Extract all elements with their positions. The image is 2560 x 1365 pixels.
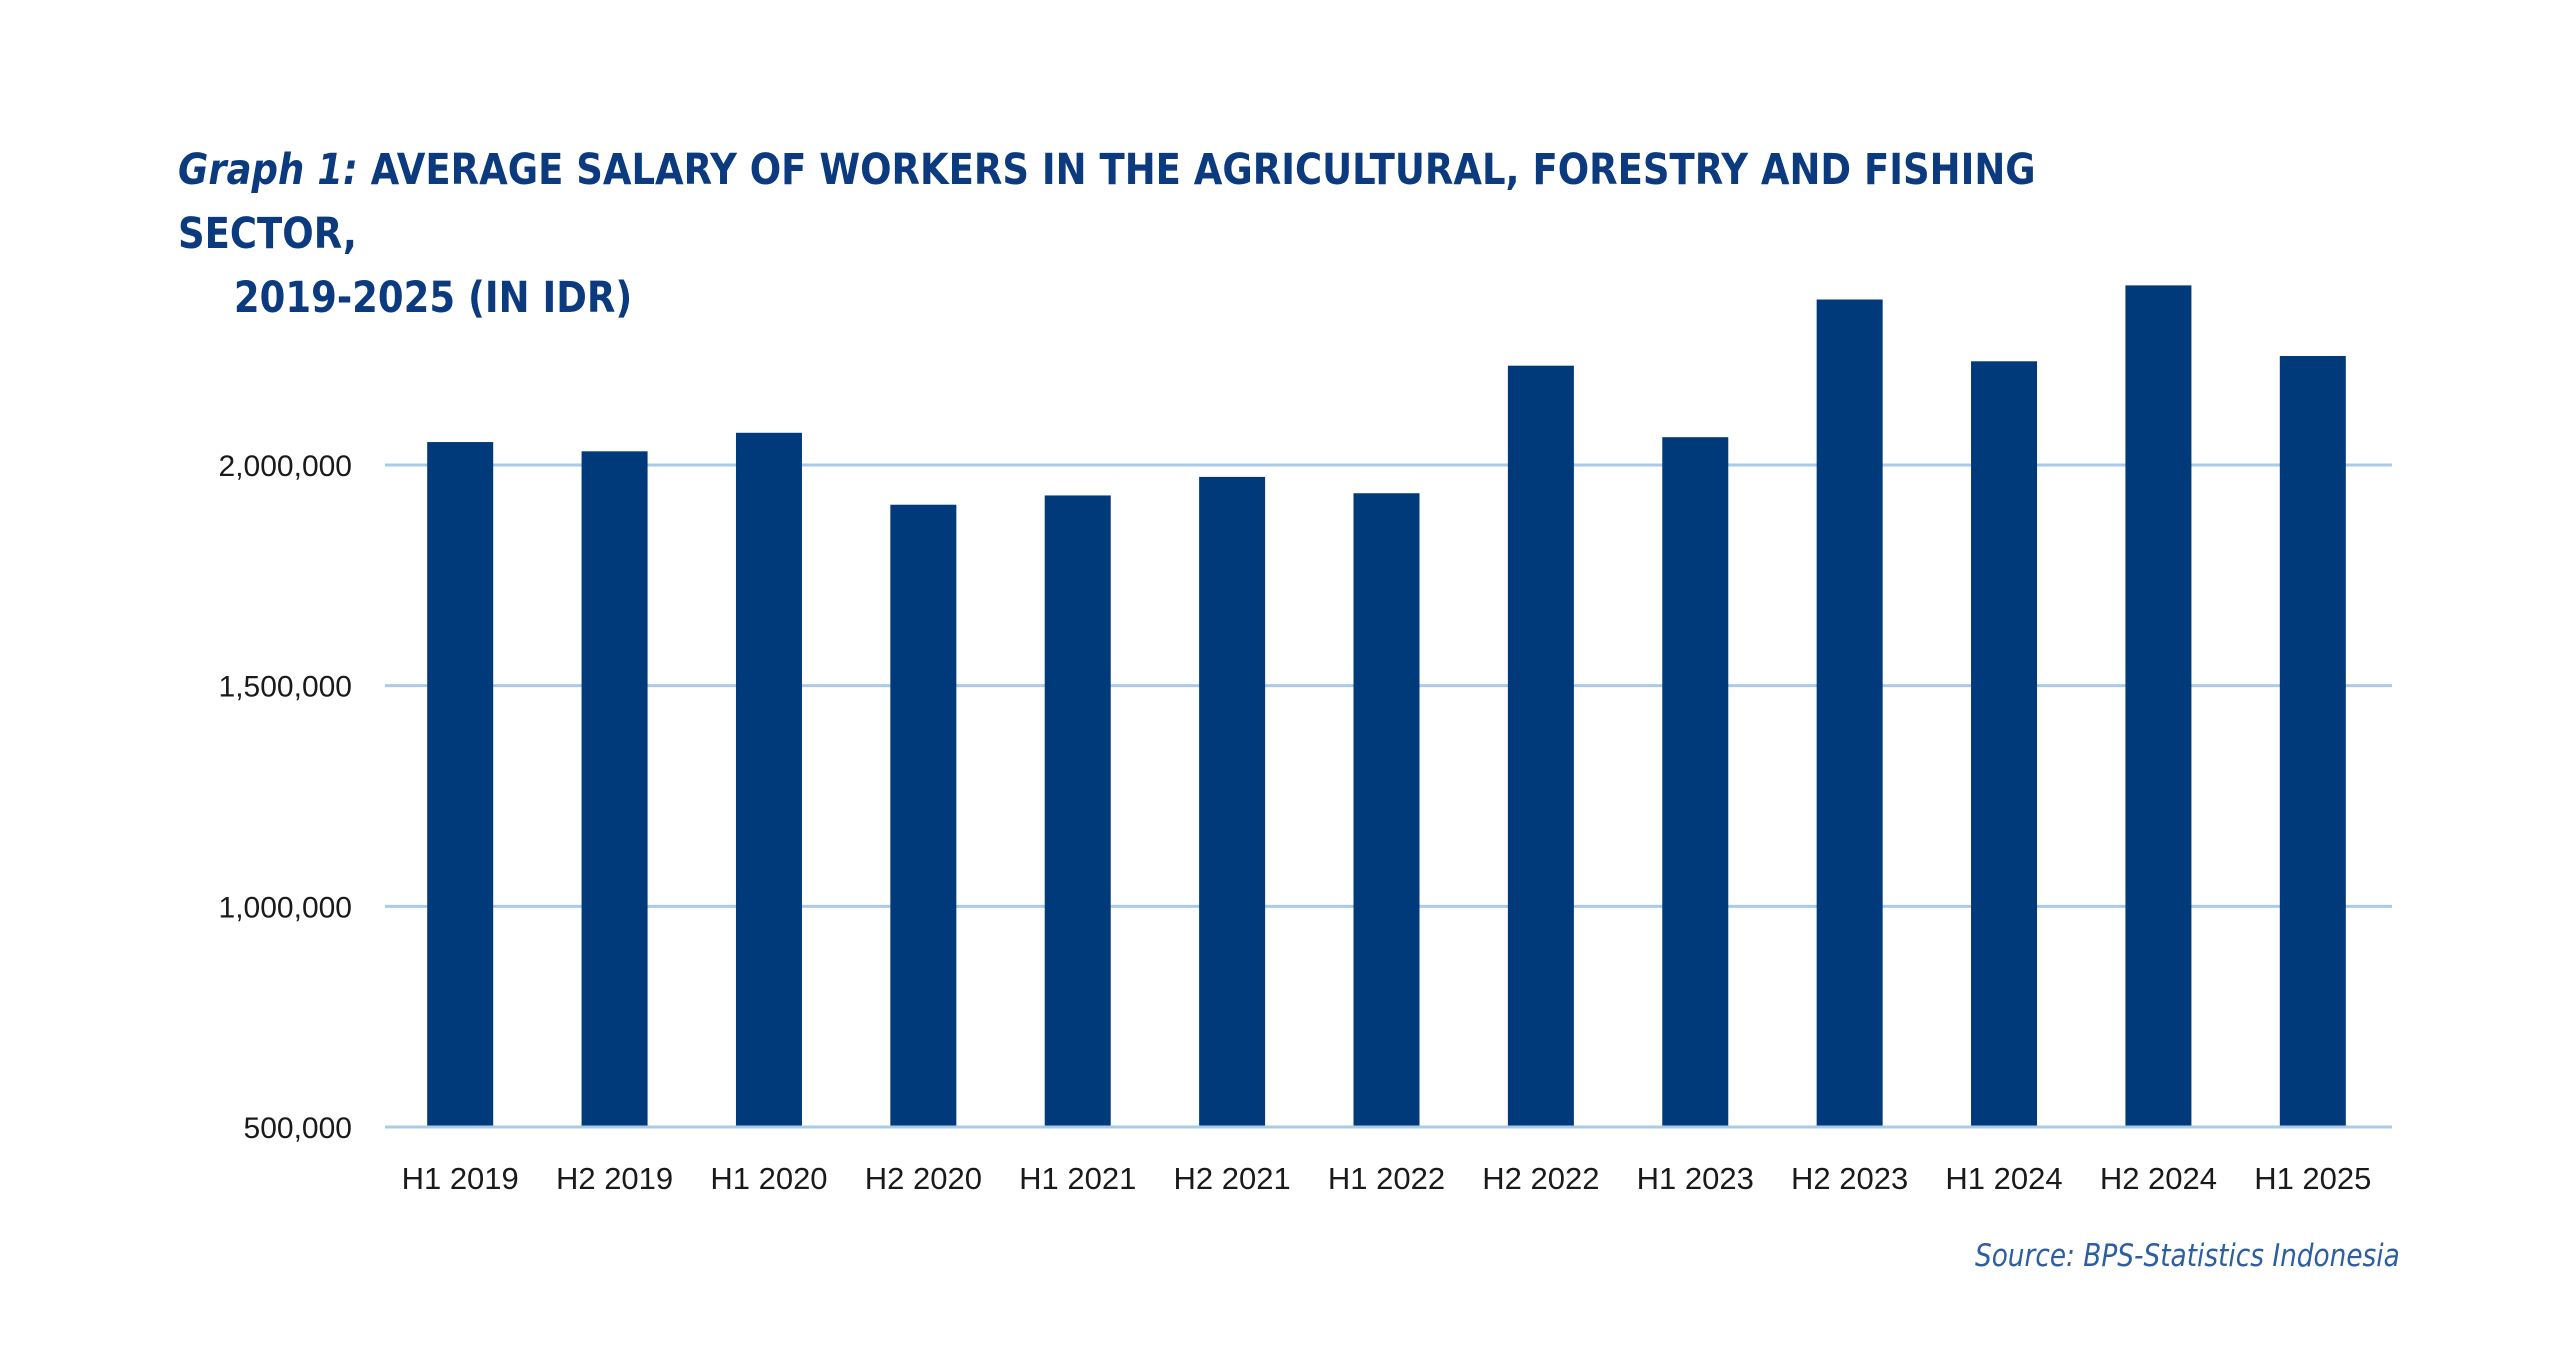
x-tick-label: H1 2021: [1019, 1161, 1136, 1196]
bar-h1-2021: [1044, 495, 1111, 1127]
bars: [427, 285, 2346, 1128]
x-tick-label: H2 2022: [1482, 1161, 1599, 1196]
bar-h2-2021: [1199, 476, 1266, 1127]
bar-h1-2023: [1662, 437, 1729, 1127]
title-line-2: 2019-2025 (IN IDR): [233, 273, 633, 323]
title-line-1: AVERAGE SALARY OF WORKERS IN THE AGRICUL…: [178, 145, 2036, 259]
x-tick-label: H2 2023: [1791, 1161, 1908, 1196]
bar-h1-2022: [1353, 493, 1420, 1127]
source-note: Source: BPS-Statistics Indonesia: [1975, 1238, 2400, 1274]
x-tick-label: H1 2020: [710, 1161, 827, 1196]
y-tick-label: 1,000,000: [219, 891, 352, 924]
bar-h1-2025: [2279, 355, 2346, 1127]
x-tick-label: H1 2024: [1945, 1161, 2062, 1196]
bar-h2-2022: [1507, 365, 1574, 1127]
y-tick-label: 500,000: [244, 1112, 352, 1145]
x-axis-ticks: H1 2019 H2 2019 H1 2020 H2 2020 H1 2021 H2 20…: [402, 1161, 2372, 1196]
x-tick-label: H1 2025: [2254, 1161, 2371, 1196]
x-tick-label: H2 2020: [865, 1161, 982, 1196]
y-tick-label: 1,500,000: [219, 671, 352, 704]
bar-h1-2020: [735, 432, 802, 1127]
x-tick-label: H2 2019: [556, 1161, 673, 1196]
x-tick-label: H2 2024: [2100, 1161, 2217, 1196]
x-tick-label: H1 2022: [1328, 1161, 1445, 1196]
x-tick-label: H1 2023: [1637, 1161, 1754, 1196]
title-prefix: Graph 1:: [178, 145, 358, 195]
bar-h2-2024: [2125, 285, 2192, 1127]
chart-title: Graph 1: AVERAGE SALARY OF WORKERS IN TH…: [178, 138, 2070, 330]
x-tick-label: H2 2021: [1174, 1161, 1291, 1196]
bar-h1-2019: [427, 442, 494, 1127]
y-axis-ticks: 500,000 1,000,000 1,500,000 2,000,000: [219, 450, 352, 1145]
bar-h2-2023: [1816, 299, 1883, 1127]
y-tick-label: 2,000,000: [219, 450, 352, 483]
bar-h2-2020: [890, 504, 957, 1128]
x-tick-label: H1 2019: [402, 1161, 519, 1196]
bar-h2-2019: [581, 451, 648, 1127]
bar-h1-2024: [1971, 361, 2038, 1128]
